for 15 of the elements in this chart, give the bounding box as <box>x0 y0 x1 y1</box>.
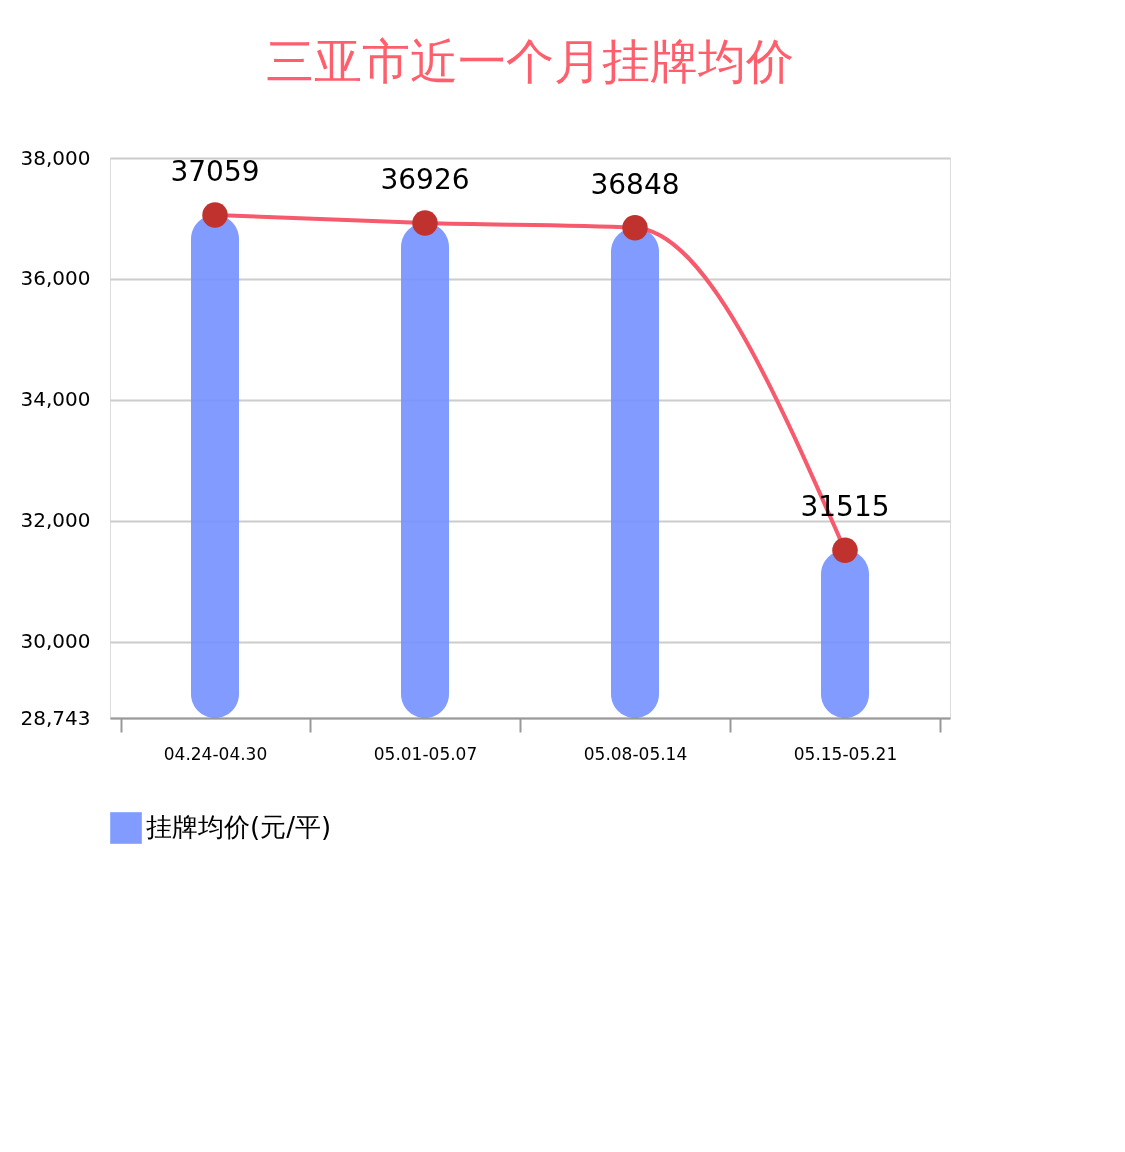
x-tick-label: 04.24-04.30 <box>163 743 268 764</box>
legend-label: 挂牌均价(元/平) <box>146 812 332 842</box>
y-tick-label: 36,000 <box>20 266 91 291</box>
x-tick-label: 05.01-05.07 <box>373 743 478 764</box>
x-tick-label: 05.08-05.14 <box>583 743 688 764</box>
y-tick-label: 34,000 <box>20 387 91 412</box>
data-label: 36926 <box>380 162 470 196</box>
chart-title: 三亚市近一个月挂牌均价 <box>266 33 794 89</box>
y-tick-label: 32,000 <box>20 508 91 533</box>
y-tick-label: 38,000 <box>20 145 91 170</box>
data-label: 37059 <box>170 154 260 188</box>
data-label: 36848 <box>590 167 680 201</box>
x-tick-label: 05.15-05.21 <box>793 743 898 764</box>
y-tick-label: 28,743 <box>20 705 91 730</box>
y-tick-label: 30,000 <box>20 629 91 654</box>
